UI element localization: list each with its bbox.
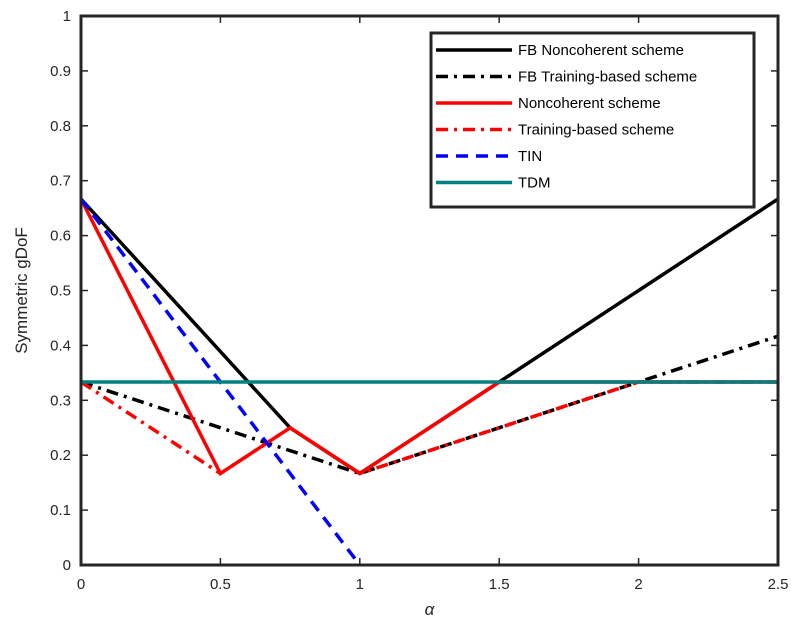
legend-label-tdm: TDM: [518, 175, 551, 192]
y-axis-label: Symmetric gDoF: [12, 227, 31, 354]
legend-label-tin: TIN: [518, 148, 542, 165]
x-tick-label: 0: [77, 576, 85, 593]
series-line-fb-training-based-scheme: [80, 334, 779, 476]
legend-label-fb-training-based-scheme: FB Training-based scheme: [518, 69, 697, 86]
legend-label-noncoherent-scheme: Noncoherent scheme: [518, 95, 661, 112]
x-axis-label: α: [425, 600, 436, 619]
y-tick-label: 0.6: [50, 228, 71, 245]
y-tick-label: 1: [63, 8, 71, 25]
x-tick-label: 2.5: [768, 576, 789, 593]
legend-box: [429, 31, 756, 209]
legend-label-training-based-scheme: Training-based scheme: [518, 122, 674, 139]
y-tick-label: 0.8: [50, 118, 71, 135]
x-tick-label: 0.5: [210, 576, 231, 593]
y-tick-label: 0.5: [50, 283, 71, 300]
legend: FB Noncoherent scheme FB Training-based s…: [429, 31, 756, 209]
tick-layer: 0 0.5 1 1.5 2 2.5 0 0.1 0.2 0.3 0.4 0.5 0.6 0.7 0.8 0.9…: [50, 8, 788, 593]
y-tick-label: 0: [63, 557, 71, 574]
x-tick-label: 1: [356, 576, 364, 593]
y-tick-label: 0.3: [50, 392, 71, 409]
y-tick-label: 0.9: [50, 63, 71, 80]
series-layer: [79, 197, 779, 567]
y-tick-label: 0.4: [50, 337, 71, 354]
legend-label-fb-noncoherent-scheme: FB Noncoherent scheme: [518, 42, 684, 59]
x-tick-label: 1.5: [489, 576, 510, 593]
y-tick-label: 0.7: [50, 173, 71, 190]
y-tick-label: 0.2: [50, 447, 71, 464]
y-tick-label: 0.1: [50, 502, 71, 519]
x-tick-label: 2: [634, 576, 642, 593]
